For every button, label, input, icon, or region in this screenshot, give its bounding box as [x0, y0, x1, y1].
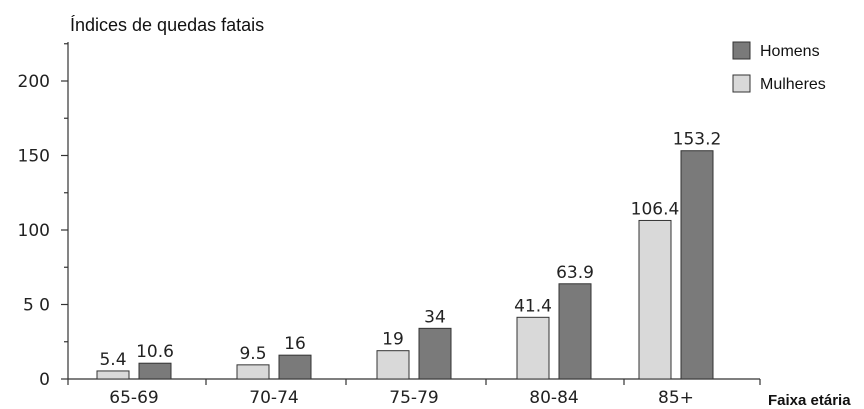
x-tick-label: 65-69 [109, 388, 158, 408]
data-labels: 5.4 10.6 9.5 16 19 34 41.463.9 106.4 153.2 [99, 130, 721, 370]
x-tick-label: 80-84 [529, 388, 578, 408]
bar-homens [680, 150, 714, 380]
bar-mulheres [638, 219, 672, 380]
data-label: 9.5 [239, 344, 266, 364]
bar-homens [138, 362, 172, 380]
x-tick-label: 75-79 [389, 388, 438, 408]
x-tick-label: 70-74 [249, 388, 298, 408]
legend-swatch [732, 41, 751, 60]
bar-homens [278, 354, 312, 380]
bar-homens [558, 283, 592, 380]
y-tick-label: 150 [18, 147, 50, 167]
data-label: 16 [284, 334, 306, 354]
data-label: 10.6 [136, 342, 174, 362]
x-ticks: 65-69 70-74 75-79 80-84 85+ [67, 379, 761, 408]
data-label: 106.4 [631, 199, 680, 219]
y-tick-label: 100 [18, 221, 50, 241]
bar-mulheres [236, 364, 270, 380]
bar-mulheres [516, 316, 550, 380]
legend-swatch [732, 74, 751, 93]
data-label: 5.4 [99, 350, 126, 370]
y-tick-label: 5 0 [23, 296, 50, 316]
y-tick-label: 0 [39, 370, 50, 390]
bars [96, 150, 714, 380]
data-label: 63.9 [556, 263, 594, 283]
legend-label: Homens [760, 43, 820, 60]
data-label: 19 [382, 330, 404, 350]
x-tick-label: 85+ [658, 388, 694, 408]
x-axis-title: Faixa etária [768, 392, 851, 409]
legend-label: Mulheres [760, 76, 826, 93]
bar-mulheres [376, 350, 410, 380]
y-tick-label: 200 [18, 72, 50, 92]
legend: Homens Mulheres [732, 41, 826, 93]
data-label: 153.2 [673, 130, 722, 150]
data-label: 41.4 [514, 296, 552, 316]
y-axis-title: Índices de quedas fatais [70, 15, 264, 35]
bar-homens [418, 327, 452, 380]
data-label: 34 [424, 307, 446, 327]
bar-mulheres [96, 370, 130, 380]
